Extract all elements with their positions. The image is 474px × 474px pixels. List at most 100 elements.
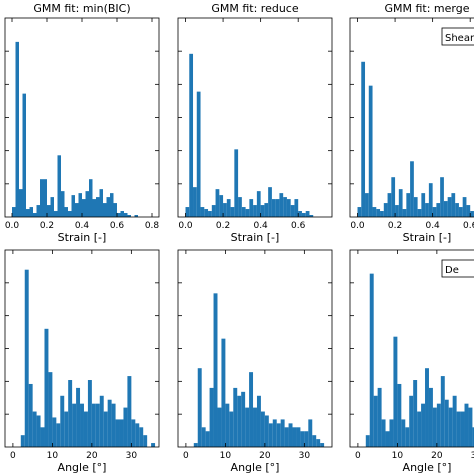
- bar: [410, 161, 414, 217]
- x-axis-label: Strain [-]: [58, 231, 107, 244]
- bar: [110, 193, 114, 217]
- bar: [75, 203, 79, 217]
- bar: [241, 391, 246, 447]
- bar: [225, 403, 230, 447]
- bar: [320, 443, 325, 447]
- bar: [447, 197, 452, 217]
- bar: [409, 395, 414, 447]
- x-tick-label: 0.4: [253, 221, 268, 231]
- bar: [233, 387, 238, 447]
- bar: [56, 423, 61, 447]
- bar: [213, 293, 218, 447]
- bar: [398, 189, 403, 217]
- x-tick-label: 0.6: [291, 221, 306, 231]
- bar: [209, 387, 214, 447]
- bar: [196, 91, 201, 217]
- bar: [40, 427, 45, 447]
- bar: [428, 183, 433, 217]
- bar: [115, 419, 120, 447]
- bar: [226, 199, 231, 217]
- bar: [406, 193, 411, 217]
- bar: [276, 423, 281, 447]
- bar: [361, 61, 366, 217]
- bar: [50, 197, 54, 217]
- bar: [383, 203, 388, 217]
- bar: [389, 419, 394, 447]
- bar: [219, 195, 224, 217]
- bar: [264, 203, 269, 217]
- bar: [215, 189, 220, 217]
- bar: [22, 93, 26, 217]
- bar: [472, 427, 474, 447]
- x-axis-label: Strain [-]: [403, 231, 452, 244]
- panel-5: 0 10 20 30 Angle [°]: [177, 249, 333, 474]
- bar: [470, 211, 474, 217]
- bar: [43, 179, 47, 217]
- bar: [83, 411, 88, 447]
- bar: [451, 193, 456, 217]
- bar: [91, 403, 96, 447]
- bar: [284, 427, 289, 447]
- bar: [78, 193, 82, 217]
- bar: [20, 435, 25, 447]
- bar: [462, 197, 467, 217]
- bar: [413, 197, 418, 217]
- bar: [193, 443, 198, 447]
- bar: [300, 431, 305, 447]
- bar: [99, 395, 104, 447]
- bar: [197, 368, 202, 447]
- bar: [134, 215, 138, 217]
- x-tick-label: 30: [471, 451, 474, 461]
- panel-title: GMM fit: min(BIC): [33, 2, 130, 15]
- x-axis-label: Angle [°]: [403, 461, 452, 474]
- legend-box: [441, 259, 474, 278]
- bar: [223, 203, 227, 217]
- bar: [120, 211, 124, 217]
- bar: [443, 201, 448, 217]
- bar: [119, 419, 124, 447]
- x-tick-label: 20: [259, 451, 271, 461]
- bar: [308, 419, 313, 447]
- bar: [82, 199, 86, 217]
- bar: [413, 380, 418, 447]
- bar: [26, 209, 30, 217]
- bar: [253, 407, 257, 447]
- x-tick-label: 0.2: [216, 221, 230, 231]
- bar: [185, 207, 190, 217]
- bar: [365, 193, 369, 217]
- bar: [124, 213, 128, 217]
- panel-1: 0.0 0.2 0.4 0.6 0.8 Strain [-] GMM fit: min(BI…: [4, 2, 159, 244]
- x-tick-label: 0.4: [75, 221, 90, 231]
- bar: [12, 207, 16, 217]
- panel-title: GMM fit: merge: [384, 2, 469, 15]
- bar: [36, 205, 40, 217]
- bar: [260, 411, 265, 447]
- bar: [365, 435, 370, 447]
- bar: [103, 203, 107, 217]
- bar: [368, 85, 373, 217]
- bar: [402, 209, 407, 217]
- bar: [401, 419, 406, 447]
- bar: [237, 395, 242, 447]
- bar: [448, 407, 453, 447]
- bar: [393, 336, 398, 447]
- bar: [377, 387, 382, 447]
- panel-3: 0.0 0.2 0.4 0.6 Strain [-] GMM fit: merge Shea…: [349, 2, 474, 244]
- x-tick-label: 0: [355, 451, 361, 461]
- panel-6: 0 10 20 30 Angle [°] De: [349, 249, 474, 474]
- bar: [395, 205, 399, 217]
- bar: [221, 338, 226, 447]
- bar: [68, 380, 73, 447]
- bar: [61, 191, 65, 217]
- legend-label: Shear: [445, 33, 474, 44]
- bar: [24, 269, 29, 447]
- bar: [229, 411, 234, 447]
- x-tick-label: 30: [126, 451, 138, 461]
- bar: [131, 419, 136, 447]
- bar: [48, 372, 53, 447]
- bar: [286, 199, 291, 217]
- bar: [205, 431, 210, 447]
- bar: [57, 155, 61, 217]
- bar: [217, 407, 222, 447]
